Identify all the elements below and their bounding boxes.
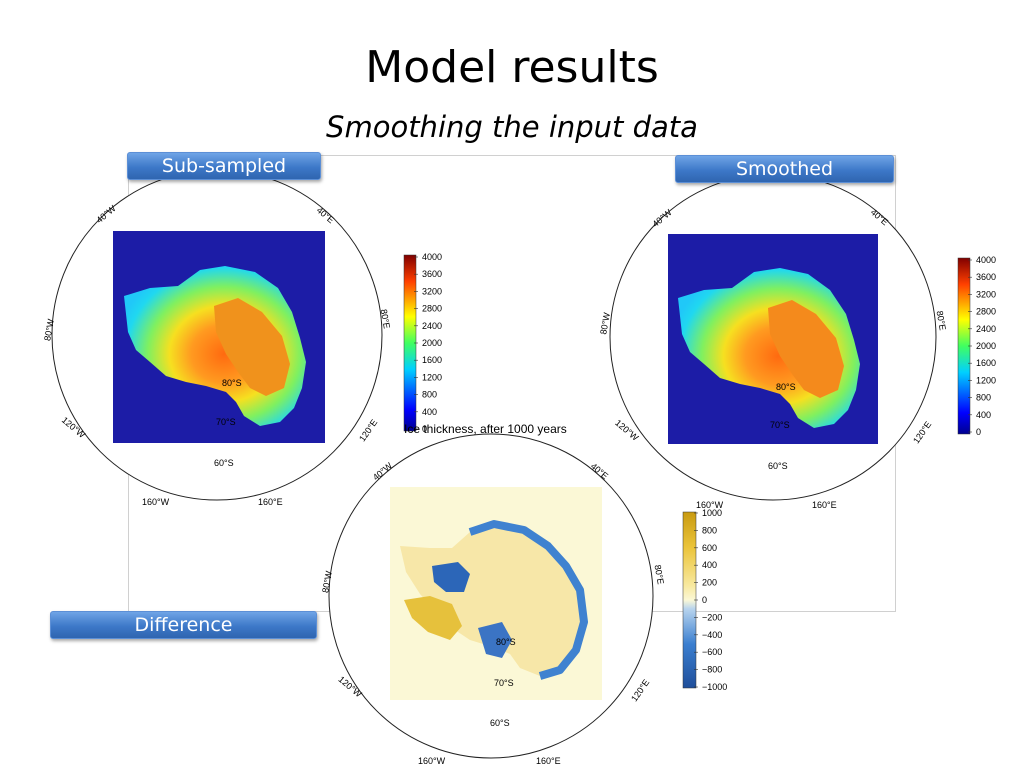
smoothed-colorbar-tick-label: 400 <box>976 410 991 420</box>
subsampled-label-80e: 80°E <box>379 308 392 329</box>
smoothed-label-80w: 80°W <box>598 311 612 335</box>
smoothed-colorbar-tick-label: 3600 <box>976 272 996 282</box>
difference-label-70s: 70°S <box>494 678 514 688</box>
smoothed-label-120e: 120°E <box>911 420 933 446</box>
difference-map: Ice thickness, after 1000 years 80°S 70°… <box>320 422 666 766</box>
difference-positive-patch <box>404 596 462 640</box>
smoothed-label-160w: 160°W <box>696 500 724 510</box>
difference-label-80s: 80°S <box>496 637 516 647</box>
smoothed-colorbar-tick-label: 2800 <box>976 307 996 317</box>
smoothed-label-70s: 70°S <box>770 420 790 430</box>
difference-colorbar-tick-label: 800 <box>702 525 717 535</box>
smoothed-colorbar-tick-label: 2400 <box>976 324 996 334</box>
subsampled-colorbar-tick-label: 2800 <box>422 304 442 314</box>
difference-label-160e: 160°E <box>536 756 561 766</box>
smoothed-label-80e: 80°E <box>935 310 948 331</box>
difference-colorbar-tick-label: 200 <box>702 578 717 588</box>
smoothed-label-160e: 160°E <box>812 500 837 510</box>
smoothed-colorbar-tick-label: 1200 <box>976 375 996 385</box>
smoothed-ice-core <box>768 300 844 398</box>
difference-label-160w: 160°W <box>418 756 446 766</box>
subsampled-colorbar-tick-label: 3600 <box>422 269 442 279</box>
subsampled-ice-core <box>214 298 290 396</box>
difference-colorbar-tick-label: 400 <box>702 560 717 570</box>
difference-ice-sheet <box>400 524 584 676</box>
frame-line-top <box>128 155 896 156</box>
smoothed-label-60s: 60°S <box>768 461 788 471</box>
difference-colorbar-tick-label: −800 <box>702 665 722 675</box>
subsampled-label-80w: 80°W <box>42 318 56 342</box>
difference-label-60s: 60°S <box>490 718 510 728</box>
smoothed-colorbar-tick-label: 0 <box>976 427 981 437</box>
difference-negative-rim <box>468 520 588 680</box>
difference-colorbar-tick-label: 600 <box>702 543 717 553</box>
difference-label-80e: 80°E <box>653 564 666 585</box>
difference-label-120e: 120°E <box>629 678 651 704</box>
subsampled-colorbar-tick-label: 2400 <box>422 321 442 331</box>
subsampled-colorbar-tick-label: 400 <box>422 407 437 417</box>
subsampled-label-60s: 60°S <box>214 458 234 468</box>
subsampled-label-70s: 70°S <box>216 417 236 427</box>
smoothed-map: 80°S 70°S 60°S 40°W 40°E 80°W 80°E 120°W… <box>598 173 948 510</box>
smoothed-colorbar-tick-label: 1600 <box>976 358 996 368</box>
difference-colorbar-tick-label: 0 <box>702 595 707 605</box>
subsampled-label-button: Sub-sampled <box>127 152 321 180</box>
smoothed-colorbar-tick-label: 2000 <box>976 341 996 351</box>
smoothed-colorbar-tick-label: 3200 <box>976 289 996 299</box>
difference-negative-basin <box>432 562 470 592</box>
difference-colorbar-tick-label: −600 <box>702 647 722 657</box>
subsampled-colorbar-tick-label: 3200 <box>422 286 442 296</box>
subsampled-label-160w: 160°W <box>142 497 170 507</box>
subsampled-colorbar-tick-label: 2000 <box>422 338 442 348</box>
subsampled-label-80s: 80°S <box>222 378 242 388</box>
smoothed-colorbar-tick-label: 800 <box>976 393 991 403</box>
subsampled-map: 80°S 70°S 60°S 40°W 40°E 80°W 80°E 120°W… <box>42 169 392 507</box>
difference-label-button: Difference <box>50 611 317 639</box>
slide-subtitle: Smoothing the input data <box>326 110 698 144</box>
subsampled-colorbar-tick-label: 0 <box>422 424 427 434</box>
smoothed-label-80s: 80°S <box>776 382 796 392</box>
difference-colorbar-tick-label: −200 <box>702 612 722 622</box>
subsampled-label-120e: 120°E <box>357 418 379 444</box>
difference-map-title: Ice thickness, after 1000 years <box>404 422 567 436</box>
difference-colorbar: 1000 800 600 400 200 0 −200 −400 −600 −800 −1000 <box>682 508 727 692</box>
subsampled-colorbar-tick-label: 4000 <box>422 252 442 262</box>
difference-colorbar-tick-label: 1000 <box>702 508 722 518</box>
subsampled-colorbar-tick-label: 800 <box>422 390 437 400</box>
smoothed-label-button: Smoothed <box>675 155 894 183</box>
difference-negative-shelf <box>478 622 512 658</box>
subsampled-colorbar-tick-label: 1200 <box>422 372 442 382</box>
smoothed-colorbar-tick-label: 4000 <box>976 255 996 265</box>
slide-title: Model results <box>365 42 659 93</box>
difference-colorbar-tick-label: −1000 <box>702 682 727 692</box>
subsampled-colorbar-tick-label: 1600 <box>422 355 442 365</box>
difference-colorbar-tick-label: −400 <box>702 630 722 640</box>
difference-label-80w: 80°W <box>320 570 334 594</box>
subsampled-label-160e: 160°E <box>258 497 283 507</box>
